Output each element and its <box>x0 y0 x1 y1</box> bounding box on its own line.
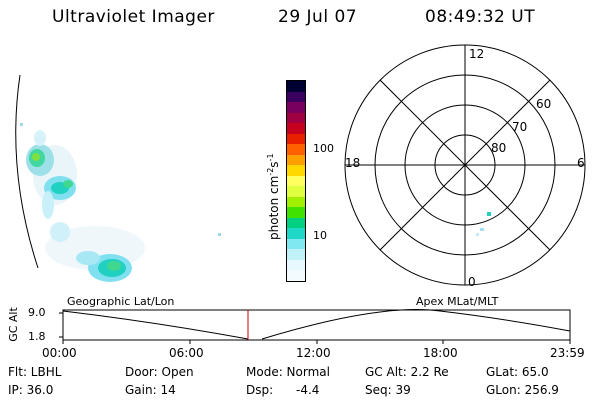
aurora-emission <box>20 123 221 282</box>
colorbar-segment <box>287 217 305 229</box>
colorbar-segment <box>287 207 305 218</box>
colorbar-tick-100: 100 <box>313 142 334 155</box>
polar-plot <box>344 44 586 286</box>
apex-label: Apex MLat/MLT <box>416 295 499 308</box>
mlat-label-60: 60 <box>536 97 552 111</box>
polar-diagonal-2 <box>379 79 551 251</box>
xtick-1800: 18:00 <box>423 346 458 360</box>
status-dsp-value: -4.4 <box>296 383 320 397</box>
colorbar-segment <box>287 165 305 176</box>
status-glat: GLat: 65.0 <box>486 365 549 379</box>
geographic-image <box>15 74 221 282</box>
time-label: 08:49:32 UT <box>425 7 536 27</box>
xtick-0000: 00:00 <box>42 346 77 360</box>
mlt-label-0: 0 <box>468 275 476 289</box>
colorbar-segment <box>287 112 305 124</box>
timeline-frame <box>62 309 571 341</box>
colorbar-segment <box>287 238 305 250</box>
timeline-ticks <box>59 312 571 344</box>
status-gain: Gain: 14 <box>125 383 176 397</box>
altitude-curve-right <box>261 309 571 340</box>
mlat-label-70: 70 <box>512 120 528 134</box>
colorbar-unit-label: photon cm-2s-1 <box>266 153 281 240</box>
mlat-label-80: 80 <box>491 141 507 155</box>
colorbar-segment <box>287 91 305 103</box>
colorbar-segment <box>287 81 305 92</box>
altitude-curve-left <box>62 310 249 340</box>
colorbar-segment <box>287 102 305 113</box>
colorbar-segment <box>287 175 305 187</box>
xtick-0600: 06:00 <box>169 346 204 360</box>
timeline-ylabel: GC Alt <box>6 307 20 342</box>
geographic-label: Geographic Lat/Lon <box>67 295 175 308</box>
ytick-9: 9.0 <box>28 306 46 319</box>
status-glon: GLon: 256.9 <box>486 383 559 397</box>
earth-limb <box>15 74 39 269</box>
mlt-label-12: 12 <box>469 47 485 61</box>
colorbar-segment <box>287 196 305 208</box>
status-mode: Mode: Normal <box>246 365 330 379</box>
colorbar-segment <box>287 133 305 145</box>
colorbar-segment <box>287 228 305 239</box>
colorbar-segment <box>287 249 305 260</box>
colorbar-segment <box>287 270 305 281</box>
colorbar-tick-10: 10 <box>313 229 327 242</box>
xtick-1200: 12:00 <box>296 346 331 360</box>
polar-emission <box>476 212 491 236</box>
status-ip: IP: 36.0 <box>8 383 54 397</box>
status-dsp-label: Dsp: <box>246 383 274 397</box>
timeline-panel <box>59 309 571 344</box>
status-flt: Flt: LBHL <box>8 365 62 379</box>
colorbar-segment <box>287 259 305 271</box>
colorbar-segment <box>287 144 305 155</box>
status-gc-alt: GC Alt: 2.2 Re <box>365 365 449 379</box>
colorbar-segment <box>287 123 305 134</box>
xtick-2359: 23:59 <box>550 346 585 360</box>
date-label: 29 Jul 07 <box>278 7 358 27</box>
mlt-label-18: 18 <box>345 156 361 170</box>
status-door: Door: Open <box>125 365 194 379</box>
colorbar-segment <box>287 154 305 166</box>
instrument-title: Ultraviolet Imager <box>52 7 215 27</box>
ytick-1-8: 1.8 <box>28 330 46 343</box>
intensity-colorbar <box>286 80 306 282</box>
status-seq: Seq: 39 <box>365 383 411 397</box>
colorbar-segment <box>287 186 305 197</box>
mlt-label-6: 6 <box>577 156 585 170</box>
